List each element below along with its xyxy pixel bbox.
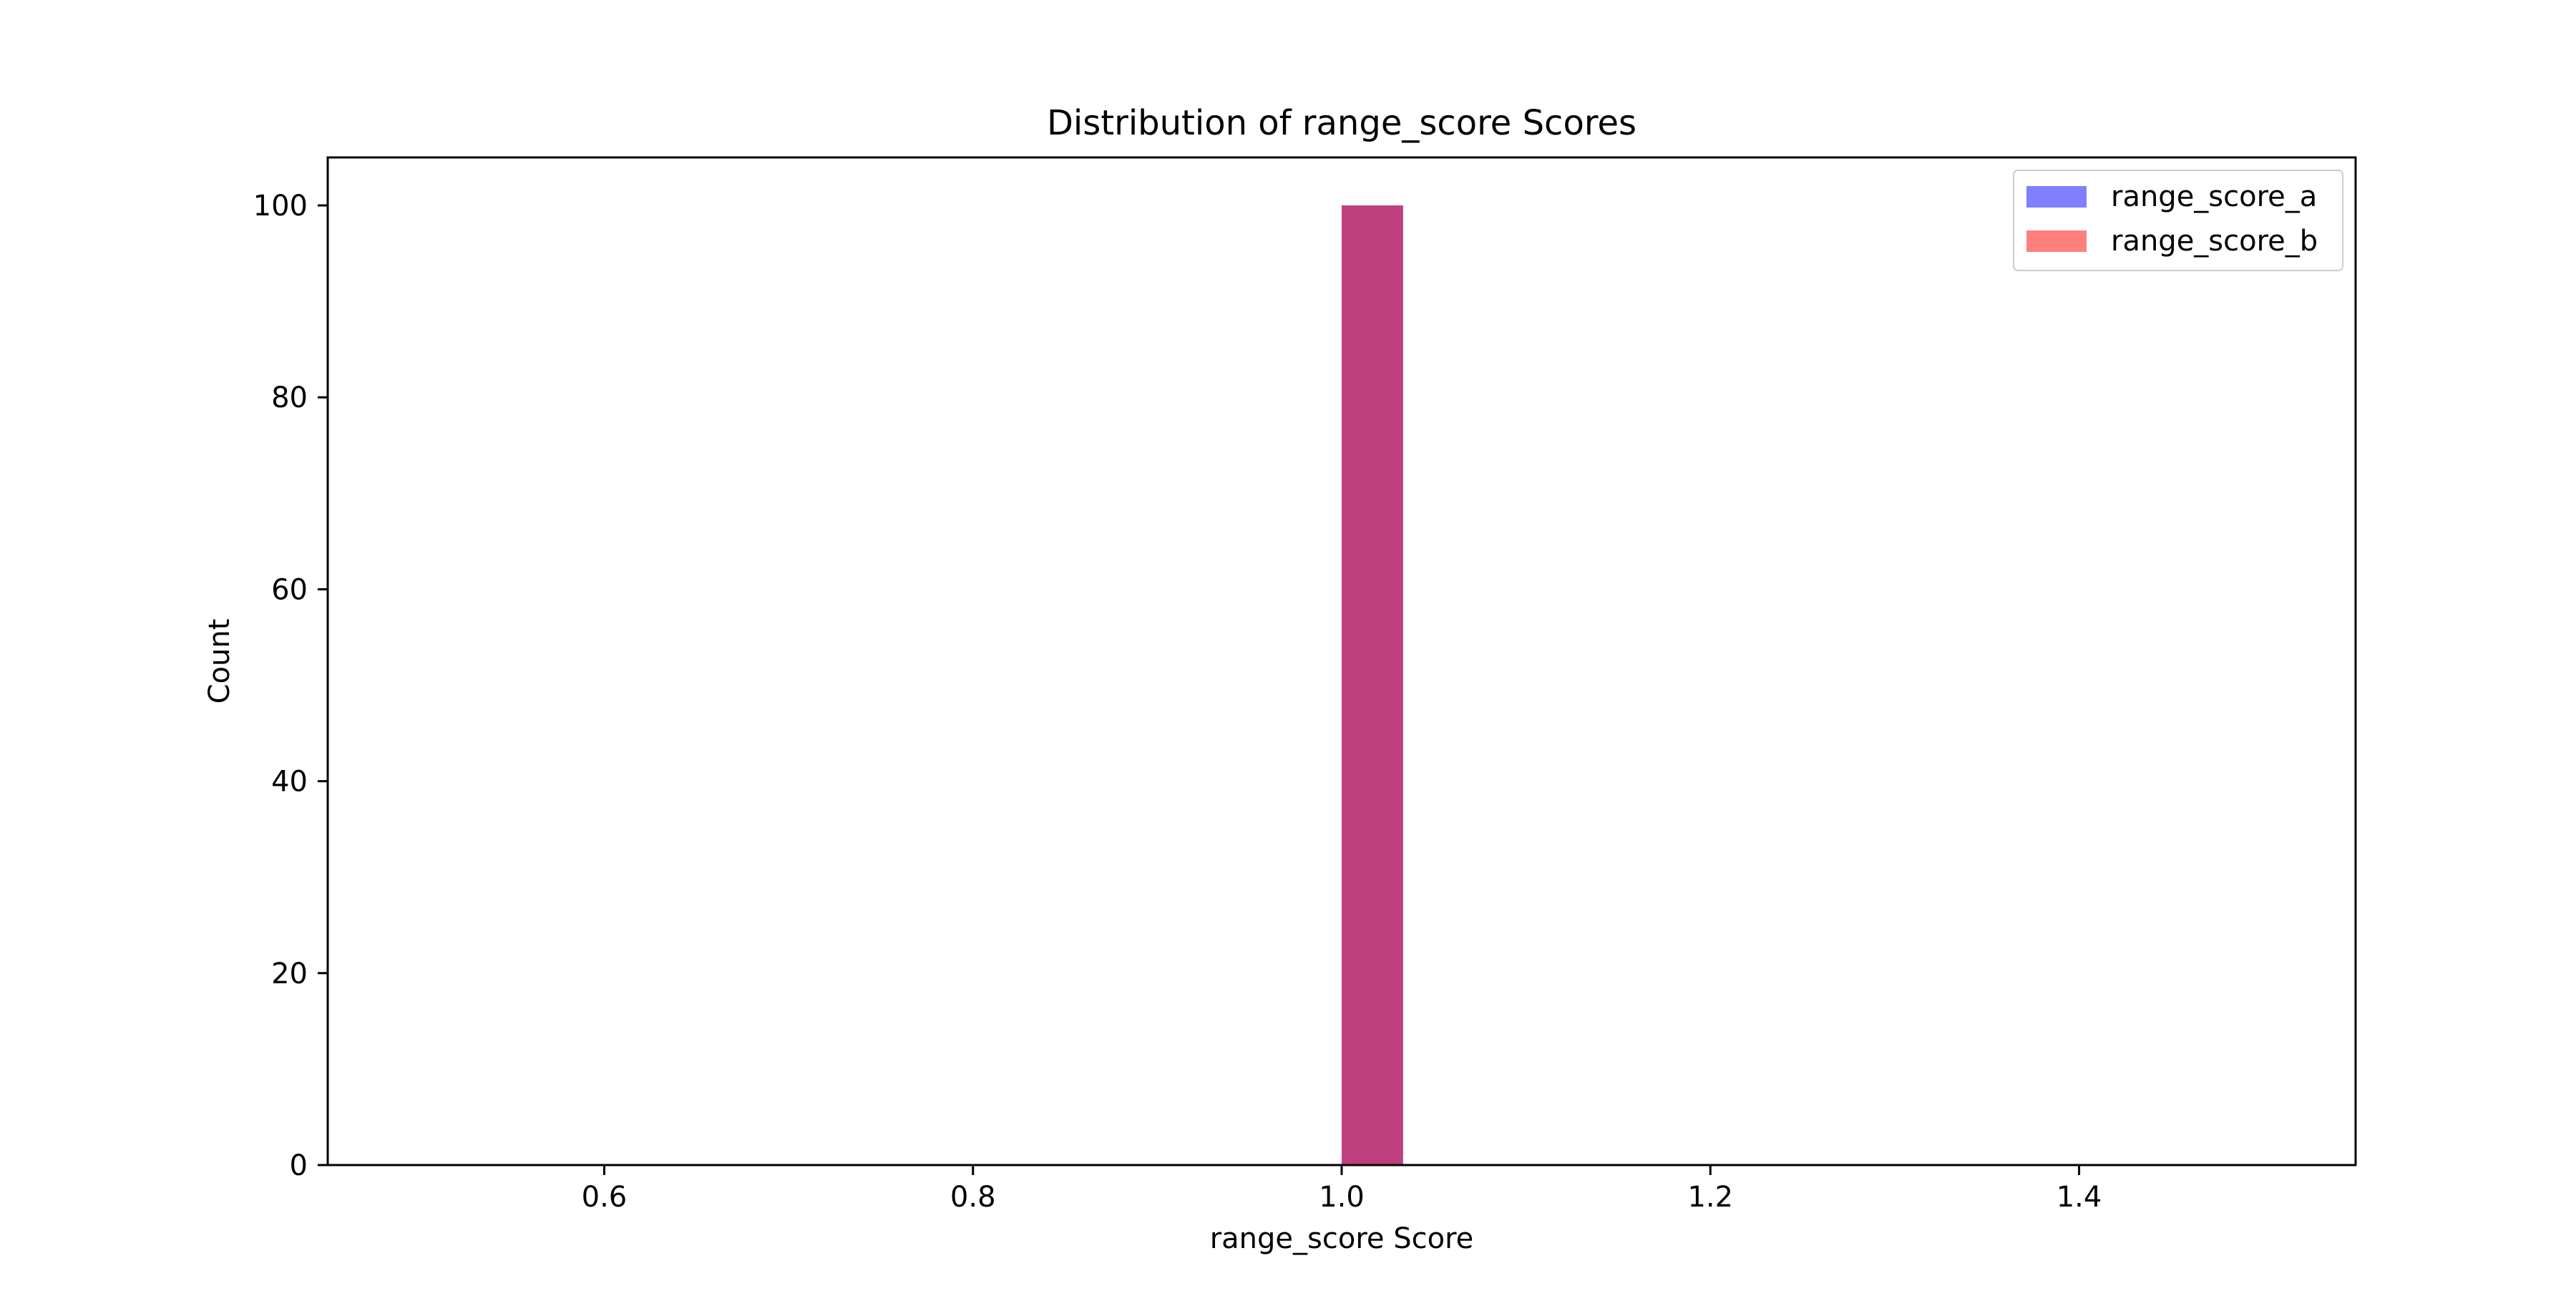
x-axis: 0.6 0.8 1.0 1.2 1.4 xyxy=(582,1165,2102,1214)
y-tick-label: 60 xyxy=(271,573,308,606)
y-axis: 0 20 40 60 80 100 xyxy=(253,190,328,1182)
legend-swatch-range_score_b xyxy=(2026,230,2087,252)
legend-label-range_score_a: range_score_a xyxy=(2111,180,2317,213)
y-tick-label: 0 xyxy=(290,1149,308,1182)
bar-range_score_b-0 xyxy=(1342,205,1403,1165)
y-tick-label: 20 xyxy=(271,958,308,990)
legend-swatch-range_score_a xyxy=(2026,186,2087,208)
y-tick-label: 100 xyxy=(253,190,308,223)
bars-layer xyxy=(1342,205,1403,1165)
legend-box xyxy=(2013,170,2343,271)
x-axis-label: range_score Score xyxy=(1210,1222,1474,1255)
chart-title: Distribution of range_score Scores xyxy=(1047,103,1636,143)
x-tick-label: 0.8 xyxy=(950,1181,996,1214)
y-tick-label: 40 xyxy=(271,766,308,799)
x-tick-label: 1.4 xyxy=(2057,1181,2102,1214)
y-axis-label: Count xyxy=(203,619,236,704)
y-tick-label: 80 xyxy=(271,381,308,414)
x-tick-label: 0.6 xyxy=(582,1181,628,1214)
legend: range_score_a range_score_b xyxy=(2013,170,2343,271)
legend-label-range_score_b: range_score_b xyxy=(2111,225,2318,258)
x-tick-label: 1.2 xyxy=(1687,1181,1733,1214)
x-tick-label: 1.0 xyxy=(1319,1181,1365,1214)
